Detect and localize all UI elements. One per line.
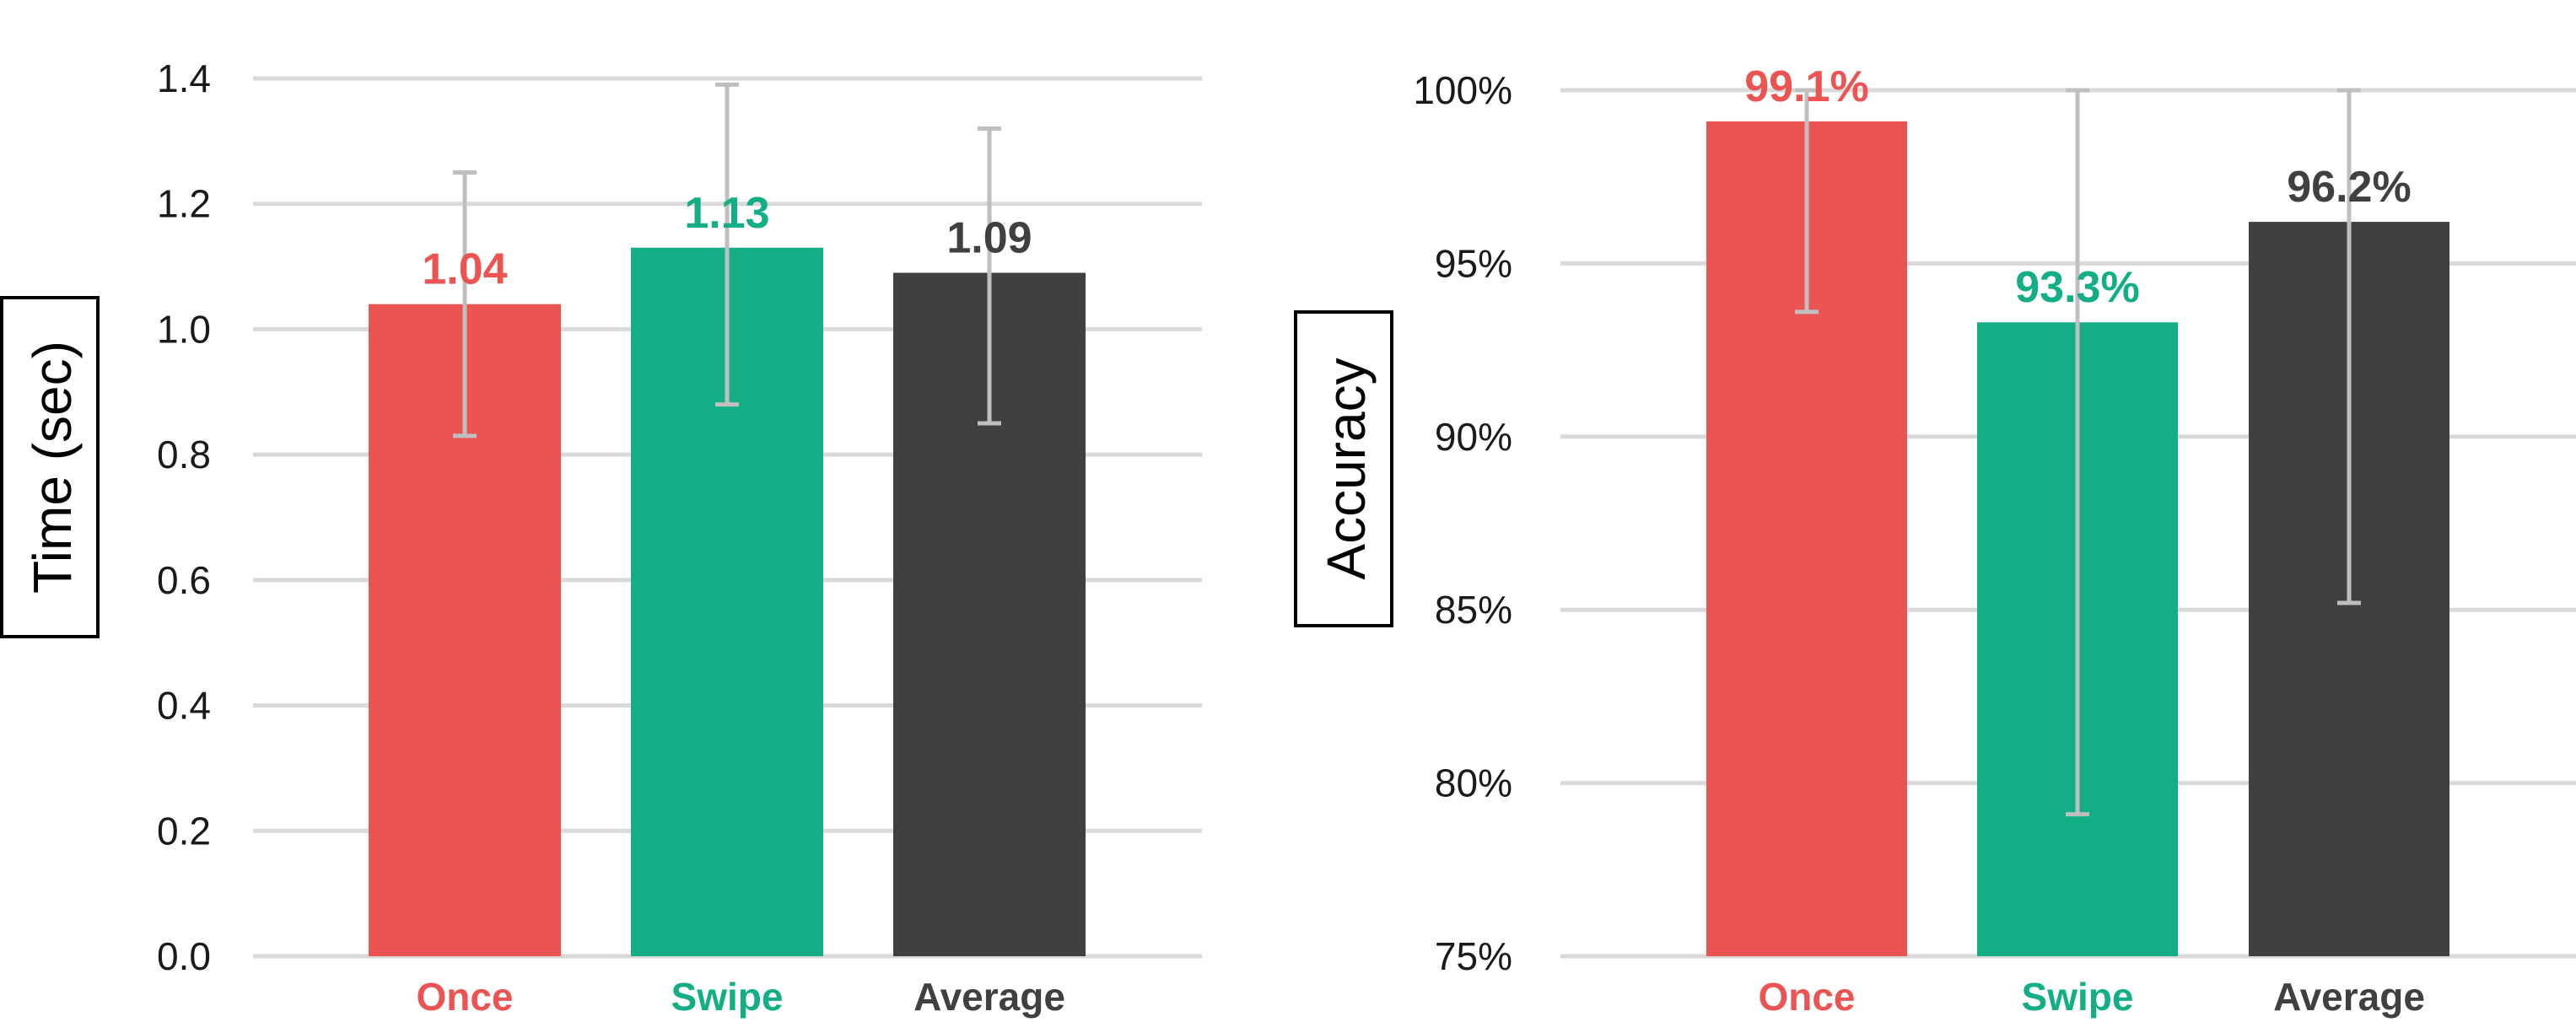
- time-ytick-label: 0.2: [157, 809, 211, 853]
- time-errorbar-once: [453, 170, 477, 438]
- accuracy-category-once: Once: [1758, 975, 1855, 1019]
- time-chart: 1.04 1.13 1.09 0.0 0.2 0.4 0.6 0.8 1.0 1.2 1.4 On…: [0, 56, 1202, 1019]
- time-value-labels: 1.04 1.13 1.09: [422, 189, 1032, 294]
- time-ylabel: Time (sec): [22, 341, 83, 594]
- time-bars: [369, 247, 1086, 957]
- accuracy-ytick-label: 75%: [1435, 934, 1512, 978]
- accuracy-ytick-label: 100%: [1413, 68, 1512, 112]
- accuracy-x-categories: Once Swipe Average: [1758, 975, 2424, 1019]
- accuracy-ytick-label: 80%: [1435, 761, 1512, 805]
- accuracy-category-swipe: Swipe: [2022, 975, 2134, 1019]
- time-ytick-label: 0.8: [157, 433, 211, 476]
- time-value-label-average: 1.09: [946, 214, 1032, 263]
- accuracy-chart: 99.1% 93.3% 96.2% 75% 80% 85% 90% 95% 100% Once…: [1294, 62, 2576, 1019]
- time-errorbar-swipe: [715, 82, 739, 407]
- accuracy-errorbar-once: [1795, 88, 1819, 315]
- time-error-bars: [453, 82, 1001, 438]
- accuracy-value-label-average: 96.2%: [2287, 163, 2411, 212]
- accuracy-value-labels: 99.1% 93.3% 96.2%: [1744, 62, 2411, 312]
- time-ytick-label: 1.4: [157, 56, 211, 100]
- accuracy-ylabel: Accuracy: [1316, 358, 1377, 579]
- accuracy-category-average: Average: [2273, 975, 2425, 1019]
- time-ytick-label: 1.0: [157, 307, 211, 351]
- accuracy-error-bars: [1795, 88, 2361, 817]
- time-x-categories: Once Swipe Average: [416, 975, 1064, 1019]
- accuracy-errorbar-average: [2337, 88, 2361, 605]
- time-ytick-label: 0.0: [157, 934, 211, 978]
- time-errorbar-average: [978, 126, 1001, 426]
- accuracy-ytick-label: 90%: [1435, 415, 1512, 459]
- accuracy-value-label-swipe: 93.3%: [2015, 263, 2139, 312]
- time-ytick-label: 0.4: [157, 684, 211, 728]
- time-category-once: Once: [416, 975, 513, 1019]
- time-category-average: Average: [913, 975, 1065, 1019]
- time-ylabel-box: Time (sec): [0, 296, 100, 638]
- time-value-label-swipe: 1.13: [684, 189, 769, 238]
- accuracy-ytick-label: 85%: [1435, 588, 1512, 632]
- accuracy-errorbar-swipe: [2066, 88, 2089, 817]
- time-y-ticks: 0.0 0.2 0.4 0.6 0.8 1.0 1.2 1.4: [157, 56, 211, 978]
- time-value-label-once: 1.04: [422, 245, 507, 294]
- accuracy-value-label-once: 99.1%: [1744, 62, 1868, 111]
- time-ytick-label: 1.2: [157, 182, 211, 226]
- accuracy-ylabel-box: Accuracy: [1294, 310, 1393, 627]
- accuracy-ytick-label: 95%: [1435, 241, 1512, 285]
- time-category-swipe: Swipe: [671, 975, 784, 1019]
- time-ytick-label: 0.6: [157, 558, 211, 602]
- accuracy-y-ticks: 75% 80% 85% 90% 95% 100%: [1413, 68, 1512, 978]
